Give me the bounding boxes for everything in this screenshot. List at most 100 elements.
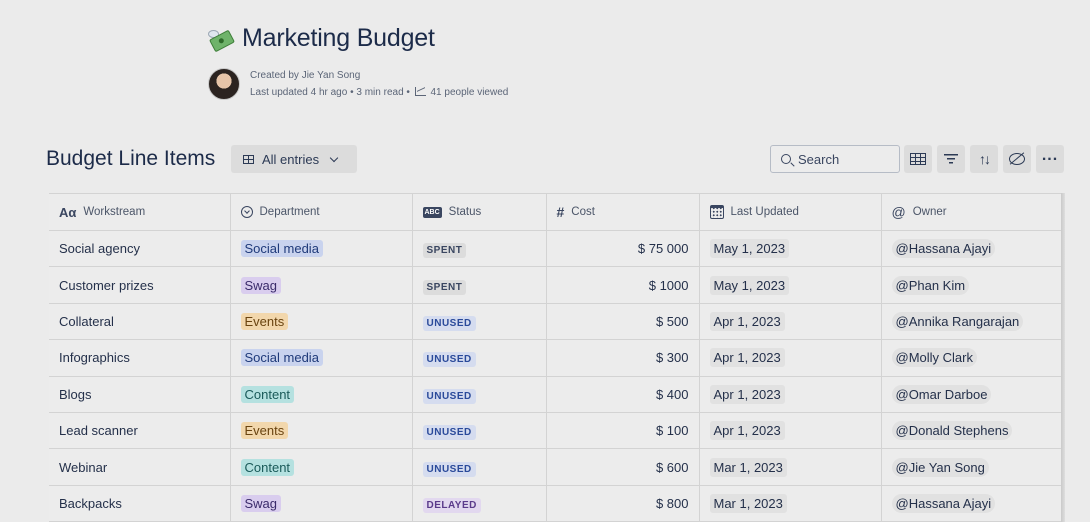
workstream-cell[interactable]: Social agency [49,229,231,268]
cost-cell[interactable]: $ 800 [545,484,700,522]
view-selector[interactable]: All entries [231,145,357,173]
column-header-owner[interactable]: @ Owner [880,193,1062,231]
owner-cell[interactable]: @Hassana Ajayi [880,229,1062,268]
status-cell[interactable]: UNUSED [411,339,547,377]
status-cell[interactable]: SPENT [411,266,547,304]
owner-mention[interactable]: @Phan Kim [891,275,970,295]
status-cell[interactable]: SPENT [411,229,547,268]
owner-cell[interactable]: @Donald Stephens [880,411,1062,450]
department-cell[interactable]: Social media [229,339,413,377]
owner-cell[interactable]: @Jie Yan Song [880,448,1062,486]
column-header-last-updated[interactable]: Last Updated [698,193,882,231]
date-cell[interactable]: Mar 1, 2023 [698,484,882,522]
view-count[interactable]: 41 people viewed [430,87,509,98]
owner-mention[interactable]: @Omar Darboe [891,384,992,404]
table-row[interactable]: Social agency Social media SPENT $ 75 000 Ma… [49,229,1062,268]
department-tag[interactable]: Events [240,422,289,440]
department-tag[interactable]: Events [240,312,289,330]
workstream-cell[interactable]: Customer prizes [49,266,231,304]
date-cell[interactable]: Apr 1, 2023 [698,375,882,413]
status-cell[interactable]: UNUSED [411,411,547,450]
author-avatar[interactable] [208,68,240,100]
workstream-cell[interactable]: Collateral [49,302,231,341]
filter-button[interactable] [937,145,965,173]
owner-mention[interactable]: @Hassana Ajayi [891,239,996,259]
status-cell[interactable]: UNUSED [411,375,547,413]
owner-mention[interactable]: @Jie Yan Song [891,457,989,477]
department-tag[interactable]: Content [240,385,295,403]
date-chip[interactable]: Apr 1, 2023 [709,421,785,441]
department-cell[interactable]: Content [229,375,413,413]
cost-cell[interactable]: $ 75 000 [545,229,700,268]
created-by[interactable]: Created by Jie Yan Song [250,70,361,81]
date-cell[interactable]: Mar 1, 2023 [698,448,882,486]
owner-mention[interactable]: @Hassana Ajayi [891,493,996,513]
date-chip[interactable]: Mar 1, 2023 [709,493,787,513]
date-cell[interactable]: Apr 1, 2023 [698,411,882,450]
date-cell[interactable]: Apr 1, 2023 [698,339,882,377]
workstream-cell[interactable]: Backpacks [49,484,231,522]
hide-fields-button[interactable] [1003,145,1031,173]
department-tag[interactable]: Content [240,458,295,476]
more-options-button[interactable]: ... [1036,145,1064,173]
department-tag[interactable]: Social media [240,240,323,258]
workstream-cell[interactable]: Blogs [49,375,231,413]
owner-mention[interactable]: @Donald Stephens [891,421,1013,441]
department-cell[interactable]: Events [229,411,413,450]
column-header-workstream[interactable]: Aα Workstream [49,193,231,231]
department-cell[interactable]: Swag [229,484,413,522]
owner-cell[interactable]: @Omar Darboe [880,375,1062,413]
sort-button[interactable]: ↑↓ [970,145,998,173]
table-row[interactable]: Customer prizes Swag SPENT $ 1000 May 1, 202… [49,266,1062,304]
date-chip[interactable]: May 1, 2023 [709,275,790,295]
status-cell[interactable]: DELAYED [411,484,547,522]
table-view-button[interactable] [904,145,932,173]
more-icon: ... [1041,147,1059,164]
date-chip[interactable]: Apr 1, 2023 [709,348,785,368]
date-chip[interactable]: Apr 1, 2023 [709,311,785,331]
date-cell[interactable]: May 1, 2023 [698,266,882,304]
date-chip[interactable]: May 1, 2023 [709,239,790,259]
table-row[interactable]: Collateral Events UNUSED $ 500 Apr 1, 2023 @A… [49,302,1062,341]
owner-cell[interactable]: @Molly Clark [880,339,1062,377]
status-cell[interactable]: UNUSED [411,302,547,341]
table-row[interactable]: Blogs Content UNUSED $ 400 Apr 1, 2023 @Omar … [49,375,1062,413]
date-chip[interactable]: Mar 1, 2023 [709,457,787,477]
search-input[interactable]: Search [770,145,900,173]
date-cell[interactable]: May 1, 2023 [698,229,882,268]
column-header-cost[interactable]: # Cost [545,193,700,231]
workstream-cell[interactable]: Lead scanner [49,411,231,450]
last-updated[interactable]: Last updated 4 hr ago [250,87,348,98]
department-cell[interactable]: Social media [229,229,413,268]
table-row[interactable]: Backpacks Swag DELAYED $ 800 Mar 1, 2023 @Has… [49,484,1062,522]
department-cell[interactable]: Swag [229,266,413,304]
department-cell[interactable]: Events [229,302,413,341]
cost-value: $ 100 [655,423,689,439]
owner-mention[interactable]: @Annika Rangarajan [891,311,1024,331]
cost-cell[interactable]: $ 400 [545,375,700,413]
department-tag[interactable]: Swag [240,494,282,512]
date-cell[interactable]: Apr 1, 2023 [698,302,882,341]
table-row[interactable]: Webinar Content UNUSED $ 600 Mar 1, 2023 @Jie… [49,448,1062,486]
section-title: Budget Line Items [46,147,216,170]
cost-cell[interactable]: $ 1000 [545,266,700,304]
department-tag[interactable]: Swag [240,276,282,294]
date-chip[interactable]: Apr 1, 2023 [709,384,785,404]
column-header-department[interactable]: Department [229,193,413,231]
cost-cell[interactable]: $ 500 [545,302,700,341]
status-cell[interactable]: UNUSED [411,448,547,486]
owner-mention[interactable]: @Molly Clark [891,348,977,368]
department-cell[interactable]: Content [229,448,413,486]
cost-cell[interactable]: $ 600 [545,448,700,486]
owner-cell[interactable]: @Phan Kim [880,266,1062,304]
cost-cell[interactable]: $ 100 [545,411,700,450]
cost-cell[interactable]: $ 300 [545,339,700,377]
owner-cell[interactable]: @Annika Rangarajan [880,302,1062,341]
table-row[interactable]: Infographics Social media UNUSED $ 300 Apr 1… [49,339,1062,377]
workstream-cell[interactable]: Webinar [49,448,231,486]
department-tag[interactable]: Social media [240,349,323,367]
workstream-cell[interactable]: Infographics [49,339,231,377]
owner-cell[interactable]: @Hassana Ajayi [880,484,1062,522]
table-row[interactable]: Lead scanner Events UNUSED $ 100 Apr 1, 2023… [49,411,1062,450]
column-header-status[interactable]: ABC Status [411,193,547,231]
